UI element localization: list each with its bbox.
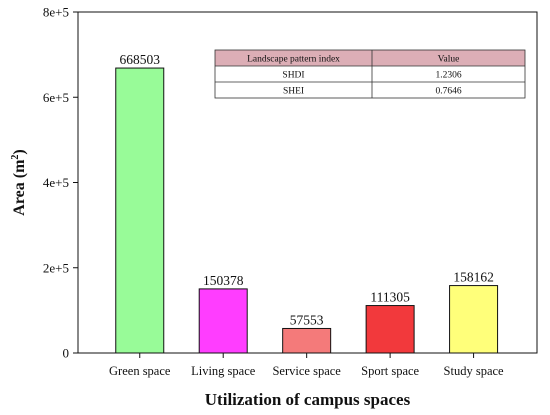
x-tick-label: Study space	[444, 364, 505, 378]
y-tick-label: 6e+5	[43, 90, 69, 105]
y-axis-title: Area (m2)	[10, 149, 28, 215]
bar	[365, 305, 415, 354]
table-lines	[215, 50, 525, 98]
y-axis-ticks: 0 2e+5 4e+5 6e+5 8e+5	[43, 5, 78, 361]
x-tick-label: Sport space	[361, 364, 419, 378]
value-labels-group: 668503 150378 57553 111305 158162	[120, 52, 494, 327]
y-tick-label: 8e+5	[43, 5, 69, 20]
bar-value-label: 150378	[203, 273, 244, 288]
bar-value-label: 668503	[120, 52, 161, 67]
bar-value-label: 57553	[290, 312, 324, 327]
bar	[282, 327, 332, 354]
plot-frame	[77, 11, 538, 354]
table-frame	[214, 49, 526, 99]
x-tick-label: Service space	[272, 364, 341, 378]
table-cell-shei-value: 0.7646	[435, 87, 461, 97]
bar	[198, 288, 248, 354]
x-axis-title: Utilization of campus spaces	[205, 390, 411, 409]
bars-group	[115, 67, 499, 354]
table-header-index: Landscape pattern index	[247, 55, 340, 65]
bar-value-label: 111305	[370, 290, 410, 305]
y-tick-label: 0	[63, 346, 70, 361]
table-cell-shdi-value: 1.2306	[435, 71, 461, 81]
x-tick-label: Green space	[109, 364, 171, 378]
table-cell-shei-name: SHEI	[283, 87, 304, 97]
table-header-background	[215, 50, 525, 66]
y-axis-title-superscript: 2	[10, 155, 21, 160]
table-header-value: Value	[438, 55, 460, 65]
y-axis-title-main: Area (m	[11, 159, 28, 216]
y-tick-label: 2e+5	[43, 260, 69, 275]
bar	[449, 285, 499, 354]
table-cell-shdi-name: SHDI	[282, 71, 304, 81]
y-axis-title-close: )	[11, 149, 28, 154]
category-labels-group: Green space Living space Service space Spor…	[109, 353, 504, 378]
bar-value-label: 158162	[453, 270, 494, 285]
x-tick-label: Living space	[191, 364, 256, 378]
bar	[115, 67, 165, 354]
inset-table: Landscape pattern index Value SHDI 1.230…	[214, 49, 526, 99]
y-tick-label: 4e+5	[43, 175, 69, 190]
